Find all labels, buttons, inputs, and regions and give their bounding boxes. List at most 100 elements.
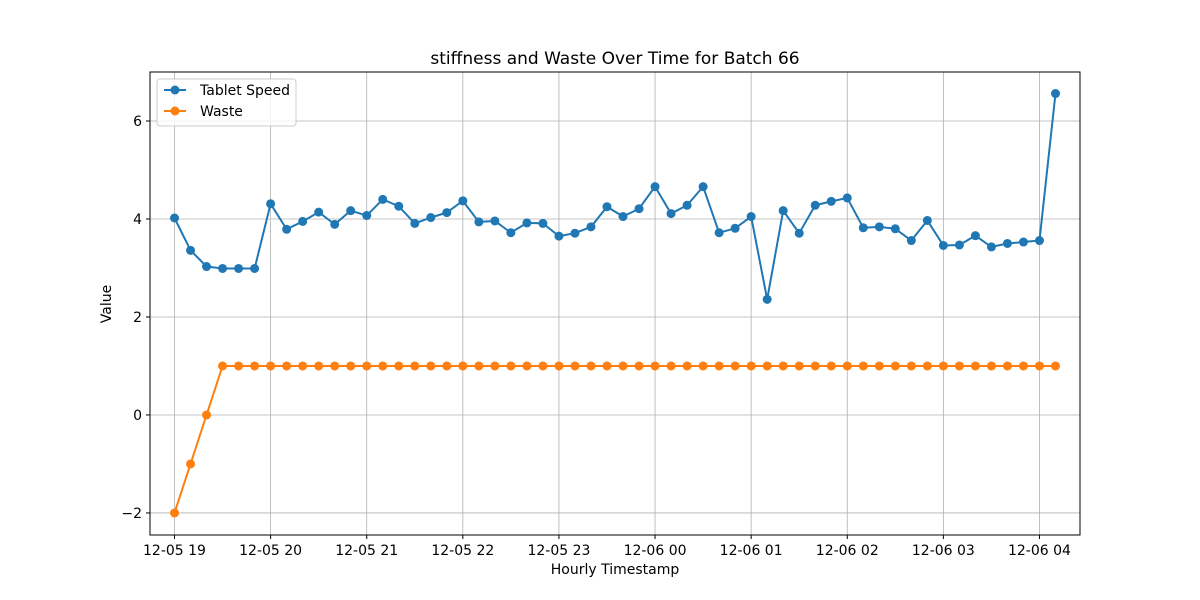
data-point-waste: [810, 361, 820, 371]
data-point-tablet-speed: [954, 240, 964, 250]
data-point-tablet-speed: [746, 212, 756, 222]
data-point-tablet-speed: [202, 262, 212, 272]
legend-marker-tablet-speed: [170, 85, 180, 95]
x-axis: 12-05 19 12-05 20 12-05 21 12-05 22 12-05 23…: [143, 535, 1071, 559]
data-point-tablet-speed: [810, 200, 820, 210]
data-point-waste: [890, 361, 900, 371]
data-point-waste: [698, 361, 708, 371]
y-tick-label: 2: [133, 310, 142, 326]
data-point-tablet-speed: [426, 213, 436, 223]
data-point-waste: [378, 361, 388, 371]
data-point-tablet-speed: [1050, 89, 1060, 99]
data-point-tablet-speed: [618, 212, 628, 222]
data-point-tablet-speed: [762, 294, 772, 304]
data-point-waste: [970, 361, 980, 371]
data-point-waste: [634, 361, 644, 371]
data-point-waste: [762, 361, 772, 371]
data-point-tablet-speed: [570, 228, 580, 238]
y-tick-label: 6: [133, 114, 142, 130]
data-point-waste: [618, 361, 628, 371]
x-tick-label: 12-05 20: [239, 543, 302, 559]
data-point-tablet-speed: [378, 194, 388, 204]
data-point-tablet-speed: [730, 223, 740, 233]
data-point-tablet-speed: [906, 236, 916, 246]
data-point-waste: [602, 361, 612, 371]
y-tick-label: 0: [133, 408, 142, 424]
data-point-waste: [554, 361, 564, 371]
data-point-waste: [794, 361, 804, 371]
data-point-waste: [202, 410, 212, 420]
data-point-waste: [682, 361, 692, 371]
data-point-tablet-speed: [362, 211, 372, 221]
data-point-waste: [570, 361, 580, 371]
data-point-waste: [170, 508, 180, 518]
data-point-waste: [906, 361, 916, 371]
data-point-waste: [266, 361, 276, 371]
x-tick-label: 12-05 23: [527, 543, 590, 559]
data-point-tablet-speed: [506, 228, 516, 238]
legend-marker-waste: [170, 106, 180, 116]
data-point-waste: [298, 361, 308, 371]
data-point-waste: [842, 361, 852, 371]
data-point-waste: [1050, 361, 1060, 371]
data-point-waste: [858, 361, 868, 371]
data-point-tablet-speed: [938, 240, 948, 250]
data-point-waste: [986, 361, 996, 371]
data-point-tablet-speed: [970, 231, 980, 241]
data-point-tablet-speed: [410, 218, 420, 228]
data-point-waste: [954, 361, 964, 371]
data-point-tablet-speed: [250, 263, 260, 273]
data-point-tablet-speed: [474, 217, 484, 227]
data-point-tablet-speed: [698, 182, 708, 192]
data-point-tablet-speed: [330, 219, 340, 229]
data-point-tablet-speed: [586, 222, 596, 232]
data-point-tablet-speed: [266, 199, 276, 209]
data-point-tablet-speed: [1034, 236, 1044, 246]
x-tick-label: 12-05 19: [143, 543, 206, 559]
data-point-waste: [314, 361, 324, 371]
data-point-tablet-speed: [1018, 237, 1028, 247]
x-tick-label: 12-05 22: [431, 543, 494, 559]
data-point-tablet-speed: [778, 206, 788, 216]
series-layer: [170, 89, 1060, 518]
data-point-waste: [1018, 361, 1028, 371]
data-point-tablet-speed: [490, 216, 500, 226]
data-point-tablet-speed: [650, 182, 660, 192]
data-point-tablet-speed: [1002, 238, 1012, 248]
data-point-tablet-speed: [186, 245, 196, 255]
data-point-tablet-speed: [282, 224, 292, 234]
data-point-waste: [346, 361, 356, 371]
data-point-waste: [458, 361, 468, 371]
data-point-waste: [778, 361, 788, 371]
data-point-waste: [1034, 361, 1044, 371]
y-tick-label: 4: [133, 212, 142, 228]
y-axis-label: Value: [99, 285, 115, 323]
data-point-tablet-speed: [314, 207, 324, 217]
data-point-waste: [234, 361, 244, 371]
data-point-tablet-speed: [714, 228, 724, 238]
data-point-waste: [362, 361, 372, 371]
data-point-tablet-speed: [218, 263, 228, 273]
data-point-waste: [666, 361, 676, 371]
data-point-tablet-speed: [666, 209, 676, 219]
data-point-tablet-speed: [986, 242, 996, 252]
data-point-tablet-speed: [458, 196, 468, 206]
data-point-waste: [922, 361, 932, 371]
data-point-tablet-speed: [394, 201, 404, 211]
y-axis: −2 0 2 4 6: [121, 114, 150, 522]
x-tick-label: 12-06 01: [720, 543, 783, 559]
data-point-waste: [586, 361, 596, 371]
x-tick-label: 12-06 04: [1008, 543, 1071, 559]
data-point-waste: [474, 361, 484, 371]
y-tick-label: −2: [121, 506, 142, 522]
data-point-waste: [714, 361, 724, 371]
data-point-waste: [874, 361, 884, 371]
data-point-waste: [218, 361, 228, 371]
data-point-tablet-speed: [522, 218, 532, 228]
data-point-tablet-speed: [298, 216, 308, 226]
data-point-waste: [394, 361, 404, 371]
legend-label-tablet-speed: Tablet Speed: [199, 83, 290, 99]
data-point-waste: [282, 361, 292, 371]
data-point-tablet-speed: [794, 228, 804, 238]
